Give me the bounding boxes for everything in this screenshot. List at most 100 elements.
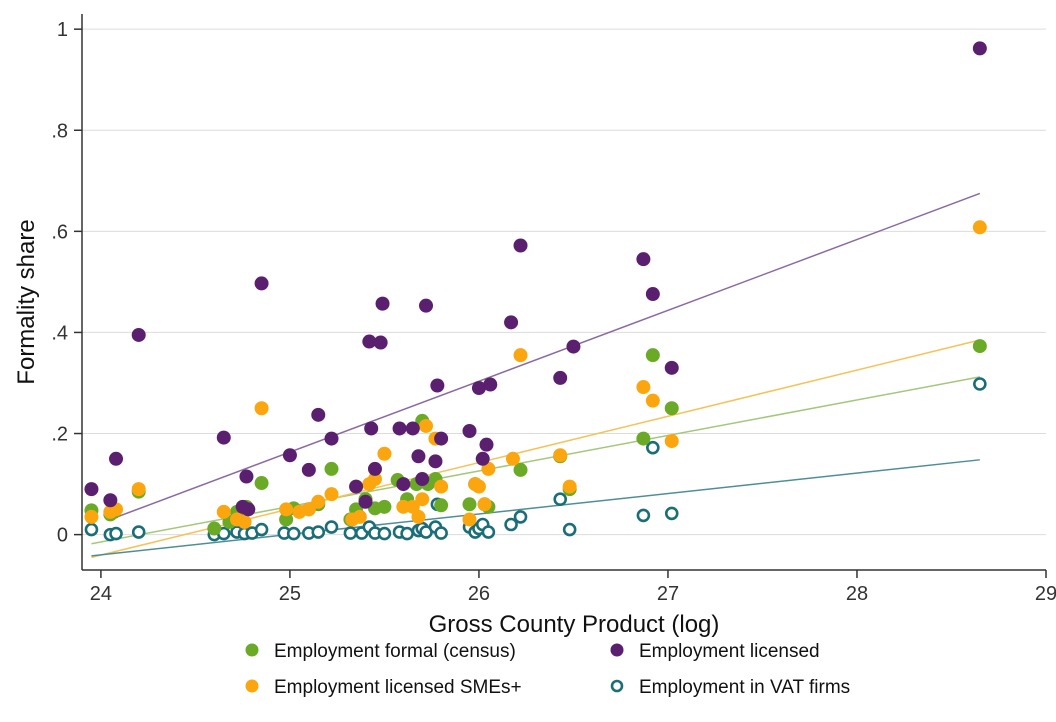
data-point-census — [207, 521, 222, 536]
data-point-smes — [505, 451, 520, 466]
data-point-licensed — [475, 451, 490, 466]
data-point-vat — [646, 440, 660, 455]
data-point-licensed — [636, 252, 651, 267]
data-point-census — [254, 476, 269, 491]
data-point-smes — [972, 220, 987, 235]
data-point-smes — [434, 479, 449, 494]
data-point-smes — [311, 494, 326, 509]
data-point-licensed — [301, 462, 316, 477]
data-point-smes — [477, 497, 492, 512]
data-point-licensed — [405, 421, 420, 436]
data-point-licensed — [479, 437, 494, 452]
data-point-smes — [664, 434, 679, 449]
data-point-smes — [636, 380, 651, 395]
data-point-licensed — [239, 469, 254, 484]
data-point-smes — [411, 509, 426, 524]
data-point-smes — [131, 482, 146, 497]
data-point-licensed — [972, 41, 987, 56]
legend-marker — [245, 679, 259, 693]
data-point-vat — [324, 520, 339, 534]
fit-line-2 — [110, 192, 981, 521]
axis-labels: 0 .2 .4 .6 .8 1 24 25 26 27 28 29 Gross County Produ… — [13, 19, 1056, 638]
data-point-smes — [553, 448, 568, 463]
data-point-vat — [513, 510, 528, 524]
data-point-licensed — [375, 296, 390, 311]
data-point-smes — [513, 348, 528, 363]
data-point-licensed — [364, 421, 379, 436]
data-point-census — [279, 512, 294, 527]
data-point-licensed — [462, 424, 477, 438]
data-point-licensed — [311, 407, 326, 422]
axes — [74, 14, 1047, 578]
data-points — [84, 41, 987, 542]
data-point-smes — [237, 514, 252, 529]
data-point-vat — [131, 525, 146, 539]
data-point-licensed — [358, 494, 373, 509]
data-point-licensed — [254, 276, 269, 291]
x-tick-label: 28 — [846, 583, 868, 605]
y-tick-label: .4 — [51, 322, 68, 344]
data-point-smes — [352, 509, 367, 524]
data-point-vat — [504, 517, 518, 532]
data-point-smes — [415, 492, 430, 507]
data-point-smes — [462, 512, 477, 527]
y-axis-title: Formality share — [13, 219, 40, 384]
y-tick-label: .6 — [51, 221, 68, 243]
legend-item: Employment licensed SMEs+ — [245, 677, 522, 698]
data-point-licensed — [392, 421, 407, 436]
x-tick-label: 27 — [657, 583, 679, 605]
data-point-licensed — [513, 238, 528, 253]
gridlines — [82, 28, 1046, 536]
data-point-census — [664, 401, 679, 416]
data-point-smes — [254, 401, 269, 416]
data-point-licensed — [367, 461, 382, 476]
legend-marker — [245, 643, 259, 657]
data-point-licensed — [471, 381, 486, 396]
data-point-licensed — [566, 339, 581, 354]
data-point-licensed — [241, 502, 256, 517]
legend-item: Employment formal (census) — [245, 641, 516, 662]
x-axis-title: Gross County Product (log) — [429, 611, 720, 638]
data-point-licensed — [415, 472, 430, 487]
data-point-licensed — [428, 454, 443, 469]
data-point-vat — [481, 525, 496, 539]
y-tick-label: .8 — [51, 120, 68, 142]
data-point-licensed — [373, 335, 388, 350]
data-point-licensed — [324, 431, 339, 446]
legend-marker — [610, 679, 624, 693]
data-point-smes — [645, 393, 660, 408]
data-point-census — [972, 339, 987, 354]
data-point-vat — [311, 525, 326, 539]
data-point-licensed — [396, 477, 411, 492]
x-tick-label: 24 — [90, 583, 112, 605]
data-point-smes — [377, 446, 392, 461]
data-point-vat — [254, 522, 269, 537]
data-point-vat — [286, 526, 301, 541]
data-point-census — [513, 462, 528, 477]
data-point-vat — [434, 526, 448, 540]
data-point-licensed — [109, 451, 124, 466]
data-point-licensed — [411, 449, 426, 464]
data-point-licensed — [362, 334, 377, 349]
data-point-smes — [324, 487, 339, 502]
legend-item: Employment licensed — [610, 641, 820, 662]
data-point-licensed — [131, 327, 146, 342]
data-point-smes — [301, 502, 316, 517]
data-point-licensed — [434, 431, 449, 446]
fit-lines — [91, 192, 981, 559]
data-point-smes — [367, 472, 382, 487]
y-tick-label: .2 — [51, 424, 68, 446]
data-point-licensed — [84, 482, 99, 497]
data-point-census — [636, 431, 651, 446]
legend-label: Employment formal (census) — [274, 641, 516, 662]
data-point-licensed — [664, 360, 679, 375]
data-point-smes — [562, 479, 577, 494]
data-point-smes — [216, 504, 231, 519]
data-point-vat — [400, 526, 414, 541]
data-point-census — [377, 499, 392, 514]
data-point-licensed — [504, 315, 519, 330]
legend-label: Employment licensed SMEs+ — [274, 677, 522, 698]
data-point-licensed — [483, 377, 498, 392]
legend-label: Employment licensed — [639, 641, 820, 662]
